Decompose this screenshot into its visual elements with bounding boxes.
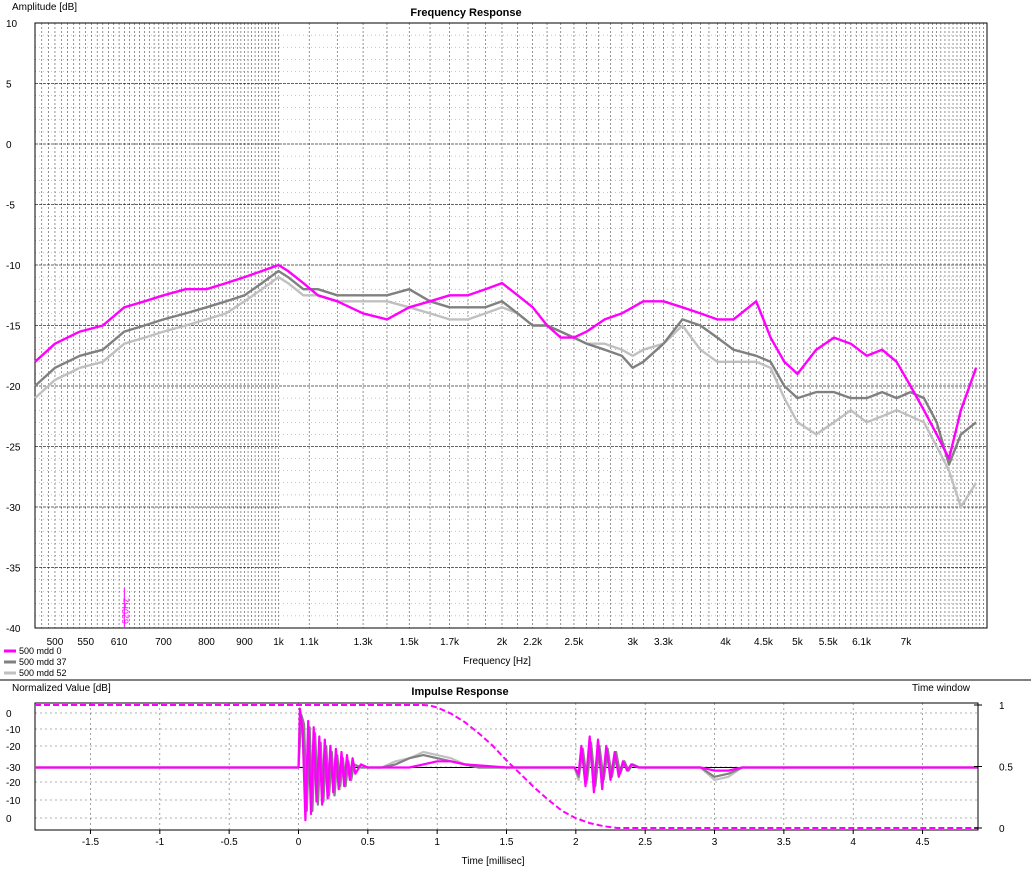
fr-y-tick-label: -25: [6, 443, 21, 454]
fr-x-tick-label: 3.3k: [654, 637, 674, 648]
ir-x-tick-label: 1.5: [500, 837, 514, 848]
fr-series-group: [34, 263, 978, 509]
ir-y2-axis-label: Time window: [912, 683, 971, 694]
ir-y-tick-label: -10: [6, 725, 21, 736]
ir-x-tick-labels: -1.5 -1 -0.5 0 0.5 1 1.5 2 2.5 3 3.5 4 4.5: [82, 830, 930, 848]
fr-y-tick-labels: 10 5 0 -5 -10 -15 -20 -25 -30 -35 -40: [6, 19, 21, 635]
ir-x-tick-label: 1: [434, 837, 440, 848]
ir-x-tick-label: 2: [573, 837, 579, 848]
ir-y2-tick-label: 0: [999, 824, 1005, 835]
fr-y-tick-label: -10: [6, 261, 21, 272]
fr-x-tick-label: 500: [47, 637, 64, 648]
fr-x-tick-label: 900: [236, 637, 253, 648]
ir-y-tick-label: -20: [6, 778, 21, 789]
fr-x-tick-label: 4.5k: [754, 637, 774, 648]
fr-y-tick-label: 0: [6, 140, 12, 151]
fr-x-tick-label: 5.5k: [819, 637, 839, 648]
ir-x-tick-label: -1.5: [82, 837, 100, 848]
ir-x-tick-label: 4.5: [916, 837, 930, 848]
fr-grid: [35, 22, 987, 629]
fr-y-axis-label: Amplitude [dB]: [12, 2, 77, 13]
fr-series-line: [34, 263, 978, 460]
ir-y-tick-label: 0: [6, 709, 12, 720]
fr-series-line: [34, 269, 977, 466]
fr-x-tick-label: 2.5k: [564, 637, 584, 648]
legend-entry-label: 500 mdd 0: [19, 646, 62, 656]
ir-y2-tick-label: 0.5: [999, 763, 1013, 774]
fr-x-tick-label: 1.3k: [354, 637, 374, 648]
fr-x-tick-label: 700: [155, 637, 172, 648]
fr-x-tick-label: 2.2k: [523, 637, 543, 648]
ir-x-axis-label: Time [millisec]: [462, 856, 525, 867]
ir-series-group: [35, 707, 978, 822]
fr-frequency-marker: 620Hz: [120, 588, 130, 628]
fr-x-tick-label: 5k: [792, 637, 804, 648]
fr-x-tick-label: 610: [111, 637, 128, 648]
ir-window-line: [35, 704, 978, 829]
fr-x-tick-labels: 500 550 610 700 800 900 1k 1.1k 1.3k 1.5k 1.7k 2k 2.…: [47, 637, 913, 648]
fr-y-tick-label: -20: [6, 382, 21, 393]
ir-y-tick-label: -30: [6, 763, 21, 774]
ir-y2-tick-labels: 10.50: [974, 701, 1013, 835]
ir-y2-tick-label: 1: [999, 701, 1005, 712]
fr-marker-label: 620Hz: [120, 597, 130, 624]
ir-y-tick-label: 0: [6, 814, 12, 825]
fr-x-tick-label: 1.1k: [300, 637, 320, 648]
fr-x-tick-label: 1.7k: [440, 637, 460, 648]
fr-x-tick-label: 550: [77, 637, 94, 648]
legend-entry-label: 500 mdd 52: [19, 668, 67, 678]
fr-x-tick-label: 800: [198, 637, 215, 648]
fr-y-tick-label: -40: [6, 624, 21, 635]
ir-series-line: [35, 707, 978, 822]
ir-x-tick-label: -1: [155, 837, 164, 848]
ir-y-tick-labels: 0 -10 -20 -30 -20 -10 0: [6, 709, 21, 825]
fr-y-tick-label: 10: [6, 19, 18, 30]
ir-y-axis-label: Normalized Value [dB]: [12, 683, 111, 694]
ir-x-tick-label: 0.5: [361, 837, 375, 848]
ir-x-tick-label: -0.5: [221, 837, 239, 848]
fr-x-tick-label: 3k: [627, 637, 639, 648]
fr-y-tick-label: -35: [6, 564, 21, 575]
fr-title: Frequency Response: [410, 7, 521, 19]
ir-x-tick-label: 2.5: [638, 837, 652, 848]
ir-time-window-curve: [35, 704, 978, 829]
ir-x-tick-label: 0: [296, 837, 302, 848]
fr-y-tick-label: -15: [6, 322, 21, 333]
legend-entry-label: 500 mdd 37: [19, 657, 67, 667]
ir-x-tick-label: 3: [712, 837, 718, 848]
ir-x-tick-label: 4: [850, 837, 856, 848]
fr-x-tick-label: 1k: [273, 637, 285, 648]
fr-x-tick-label: 6.1k: [852, 637, 872, 648]
fr-x-tick-label: 1.5k: [400, 637, 420, 648]
frequency-response-chart: 620Hz 500 550 610 700 800 900 1k 1.1k 1.3k 1.5k 1.…: [4, 2, 988, 678]
fr-y-tick-label: -5: [6, 201, 15, 212]
fr-x-axis-label: Frequency [Hz]: [463, 656, 531, 667]
impulse-response-chart: -1.5 -1 -0.5 0 0.5 1 1.5 2 2.5 3 3.5 4 4.5 0 -10 -20 -3…: [6, 683, 1013, 867]
fr-y-tick-label: -30: [6, 503, 21, 514]
fr-x-tick-label: 4k: [720, 637, 732, 648]
ir-x-tick-label: 3.5: [777, 837, 791, 848]
fr-x-tick-label: 7k: [901, 637, 913, 648]
ir-y-tick-label: -20: [6, 742, 21, 753]
fr-y-tick-label: 5: [6, 80, 12, 91]
ir-y-tick-label: -10: [6, 796, 21, 807]
ir-title: Impulse Response: [411, 686, 508, 698]
fr-x-tick-label: 2k: [497, 637, 509, 648]
